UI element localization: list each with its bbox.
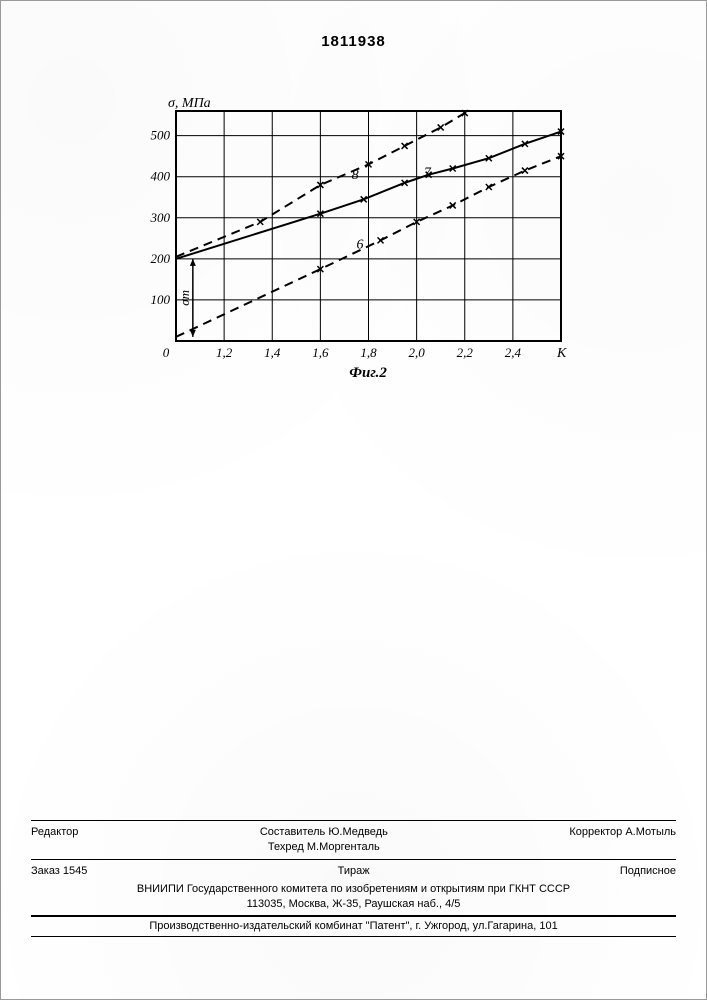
org-line1: ВНИИПИ Государственного комитета по изоб… [31,882,676,897]
footer-row-1: Редактор Составитель Ю.Медведь Техред М.… [31,823,676,858]
svg-text:0: 0 [163,345,170,360]
svg-text:2,4: 2,4 [505,345,522,360]
divider-thick [31,915,676,917]
svg-text:σ, МПа: σ, МПа [168,96,211,111]
podpisnoe: Подписное [620,864,676,879]
svg-text:400: 400 [151,169,171,184]
techred: Техред М.Моргенталь [268,841,380,853]
org-line2: 113035, Москва, Ж-35, Раушская наб., 4/5 [31,897,676,912]
svg-text:100: 100 [151,292,171,307]
divider [31,820,676,821]
svg-text:σm: σm [177,290,192,306]
press-line: Производственно-издательский комбинат "П… [31,919,676,934]
svg-text:1,8: 1,8 [360,345,377,360]
compiler: Составитель Ю.Медведь [260,826,388,838]
corrector: Корректор А.Мотыль [569,825,676,856]
svg-text:500: 500 [151,128,171,143]
divider [31,859,676,860]
chart: 1,2 1,4 1,6 1,8 2,0 2,2 2,4 100 200 300 400 500 0 σ, … [121,91,571,371]
order: Заказ 1545 [31,864,87,879]
svg-text:8: 8 [352,168,359,183]
svg-text:6: 6 [356,238,363,253]
svg-text:2,0: 2,0 [409,345,426,360]
svg-text:7: 7 [424,166,432,181]
tirazh: Тираж [338,864,370,879]
chart-svg: 1,2 1,4 1,6 1,8 2,0 2,2 2,4 100 200 300 400 500 0 σ, … [121,91,571,391]
svg-text:Фиг.2: Фиг.2 [349,365,387,381]
footer-block: Редактор Составитель Ю.Медведь Техред М.… [31,818,676,939]
page-number: 1811938 [1,33,706,50]
svg-text:1,2: 1,2 [216,345,233,360]
page: 1811938 1,2 1,4 1,6 1,8 2,0 2,2 2,4 100 200 300 40… [0,0,707,1000]
footer-row-2: Заказ 1545 Тираж Подписное [31,862,676,881]
svg-text:300: 300 [150,210,171,225]
svg-text:2,2: 2,2 [457,345,474,360]
svg-text:1,6: 1,6 [312,345,329,360]
svg-text:200: 200 [151,251,171,266]
svg-text:К: К [556,346,567,361]
divider [31,936,676,937]
editor-label: Редактор [31,825,78,856]
svg-text:1,4: 1,4 [264,345,281,360]
